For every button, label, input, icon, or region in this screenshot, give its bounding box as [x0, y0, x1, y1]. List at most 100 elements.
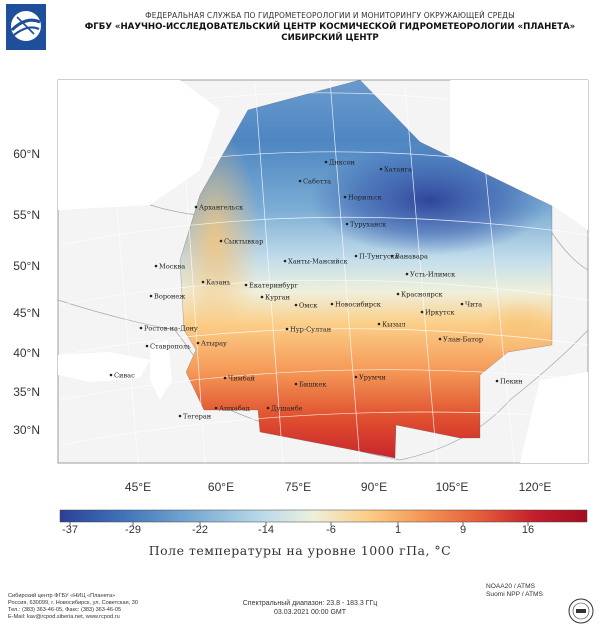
colorbar-tick-label: -37	[62, 524, 78, 536]
city-marker: Новосибирск	[330, 301, 382, 309]
city-marker: Иркутск	[420, 309, 455, 317]
city-label: Ханты-Мансийск	[288, 258, 348, 266]
city-label: Нур-Султан	[290, 326, 332, 334]
city-dot	[109, 373, 113, 377]
latitude-label: 55°N	[13, 208, 40, 222]
city-label: Казань	[206, 279, 231, 287]
city-label: Кызыл	[382, 321, 405, 329]
city-label: Бишкек	[299, 381, 327, 389]
city-label: Иркутск	[425, 309, 455, 317]
header-center: СИБИРСКИЙ ЦЕНТР	[281, 33, 379, 43]
city-marker: Ставрополь	[145, 343, 191, 351]
spectral-range: Спектральный диапазон: 23.8 - 183.3 ГГц	[242, 600, 378, 607]
city-label: Диксон	[329, 159, 356, 167]
city-marker: Нур-Султан	[285, 326, 332, 334]
city-label: Новосибирск	[335, 301, 382, 309]
city-dot	[214, 406, 218, 410]
graticule	[59, 79, 589, 464]
colorbar-caption: Поле температуры на уровне 1000 гПа, °C	[148, 543, 452, 558]
header-organization: ФГБУ «НАУЧНО-ИССЛЕДОВАТЕЛЬСКИЙ ЦЕНТР КОС…	[84, 22, 576, 32]
header-agency: ФЕДЕРАЛЬНАЯ СЛУЖБА ПО ГИДРОМЕТЕОРОЛОГИИ …	[145, 11, 515, 20]
longitude-label: 90°E	[361, 480, 387, 494]
city-dot	[396, 292, 400, 296]
city-marker: Улан-Батор	[438, 336, 483, 344]
city-dot	[201, 280, 205, 284]
city-marker: Бишкек	[294, 381, 327, 389]
city-dot	[294, 303, 298, 307]
city-label: Ашхабад	[219, 405, 250, 413]
city-label: Чита	[465, 301, 482, 309]
footer-satellites: NOAA20 / ATMS Suomi NPP / ATMS	[486, 583, 543, 599]
city-label: Сабетта	[303, 178, 331, 186]
longitude-label: 60°E	[208, 480, 234, 494]
footer-contact-line: Россия, 630099, г. Новосибирск, ул. Сове…	[8, 600, 138, 606]
footer-contacts: Сибирский центр ФГБУ «НИЦ «Планета» Росс…	[8, 593, 248, 621]
footer-contact-line: Сибирский центр ФГБУ «НИЦ «Планета»	[8, 593, 116, 599]
city-dot	[244, 283, 248, 287]
city-marker: Ханты-Мансийск	[283, 258, 348, 266]
longitude-label: 75°E	[285, 480, 311, 494]
city-label: Красноярск	[401, 291, 443, 299]
city-label: Москва	[159, 263, 185, 271]
city-label: Усть-Илимск	[410, 271, 456, 279]
city-dot	[139, 326, 143, 330]
city-marker: Воронеж	[149, 293, 185, 301]
footer-product-info: Спектральный диапазон: 23.8 - 183.3 ГГц …	[190, 599, 430, 617]
satellite-line: Suomi NPP / ATMS	[486, 591, 543, 598]
longitude-label: 120°E	[519, 480, 552, 494]
city-dot	[324, 160, 328, 164]
city-dot	[495, 379, 499, 383]
city-label: Норильск	[348, 194, 383, 202]
satellite-line: NOAA20 / ATMS	[486, 583, 535, 590]
city-dot	[196, 341, 200, 345]
city-marker: Омск	[294, 302, 318, 310]
latitude-label: 45°N	[13, 306, 40, 320]
city-marker: Ванавара	[390, 253, 428, 261]
certification-seal-icon	[568, 598, 594, 624]
colorbar-tick-label: 16	[522, 524, 534, 536]
city-label: Душанбе	[271, 405, 303, 413]
city-label: Сыктывкар	[224, 238, 263, 246]
black-sea	[58, 352, 150, 382]
city-marker: Чимбай	[223, 375, 256, 383]
latitude-label: 60°N	[13, 147, 40, 161]
city-marker: Екатеринбург	[244, 282, 298, 290]
city-marker: Чита	[460, 301, 482, 309]
city-label: П-Тунгуска	[359, 253, 399, 261]
city-dot	[379, 167, 383, 171]
city-dot	[219, 239, 223, 243]
planeta-logo-icon	[6, 4, 46, 50]
city-label: Пекин	[500, 378, 523, 386]
city-marker: П-Тунгуска	[354, 253, 399, 261]
city-dot	[438, 337, 442, 341]
city-dot	[420, 310, 424, 314]
city-dot	[283, 259, 287, 263]
city-marker: Урумчи	[354, 374, 386, 382]
footer-contact-line: E-Mail: kav@rcpod.siberia.net, www.rcpod…	[8, 614, 120, 620]
colorbar	[59, 509, 588, 523]
arctic-ocean-east	[450, 80, 588, 230]
city-marker: Ростов-на-Дону	[139, 325, 198, 333]
city-marker: Диксон	[324, 159, 356, 167]
city-marker: Туруханск	[345, 221, 387, 229]
city-label: Чимбай	[228, 375, 256, 383]
city-marker: Курган	[260, 294, 291, 302]
city-marker: Красноярск	[396, 291, 443, 299]
city-label: Туруханск	[350, 221, 387, 229]
arctic-ocean-west	[58, 80, 220, 210]
city-marker: Душанбе	[266, 405, 303, 413]
city-marker: Кызыл	[377, 321, 405, 329]
city-dot	[178, 414, 182, 418]
colorbar-tick-label: -29	[125, 524, 141, 536]
pacific-ocean	[520, 372, 588, 463]
colorbar-tick-label: -22	[192, 524, 208, 536]
city-marker: Тегеран	[178, 413, 212, 421]
city-label: Омск	[299, 302, 318, 310]
city-label: Екатеринбург	[249, 282, 298, 290]
city-dot	[194, 205, 198, 209]
latitude-label: 30°N	[13, 423, 40, 437]
city-marker: Сабетта	[298, 178, 331, 186]
city-marker: Архангельск	[194, 204, 244, 212]
colorbar-tick-label: 1	[395, 524, 401, 536]
colorbar-tick-label: -6	[326, 524, 336, 536]
